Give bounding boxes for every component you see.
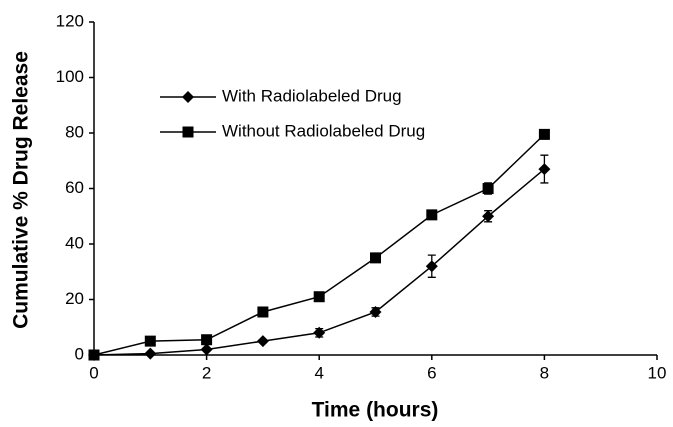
series-line (93, 133, 545, 356)
marker (256, 335, 269, 348)
x-tick-label: 10 (648, 363, 667, 382)
marker (313, 291, 325, 303)
marker (426, 209, 438, 221)
y-tick-label: 0 (75, 344, 84, 363)
marker (369, 305, 382, 318)
y-tick-label: 20 (65, 289, 84, 308)
legend-marker (182, 91, 194, 103)
x-tick-label: 4 (314, 363, 323, 382)
legend-marker (182, 126, 194, 138)
marker (425, 260, 438, 273)
marker (144, 347, 157, 360)
marker (88, 349, 100, 361)
x-axis-title: Time (hours) (312, 399, 439, 422)
x-tick-label: 2 (202, 363, 211, 382)
x-tick-label: 0 (89, 363, 98, 382)
legend-label: Without Radiolabeled Drug (222, 121, 425, 140)
marker (482, 210, 495, 223)
legend-label: With Radiolabeled Drug (222, 86, 402, 105)
marker (370, 252, 381, 264)
marker (313, 326, 326, 339)
y-axis-title: Cumulative % Drug Release (10, 51, 33, 329)
y-tick-label: 80 (65, 122, 84, 141)
marker (257, 306, 269, 318)
x-tick-label: 6 (427, 363, 436, 382)
marker (201, 334, 213, 346)
marker (482, 183, 494, 194)
marker (538, 163, 551, 176)
y-tick-label: 120 (56, 11, 84, 30)
y-tick-label: 40 (65, 233, 84, 252)
x-tick-label: 8 (540, 363, 549, 382)
marker (200, 343, 213, 356)
marker (144, 335, 156, 347)
y-tick-label: 100 (56, 67, 84, 86)
y-tick-label: 60 (65, 178, 84, 197)
marker (538, 128, 550, 140)
